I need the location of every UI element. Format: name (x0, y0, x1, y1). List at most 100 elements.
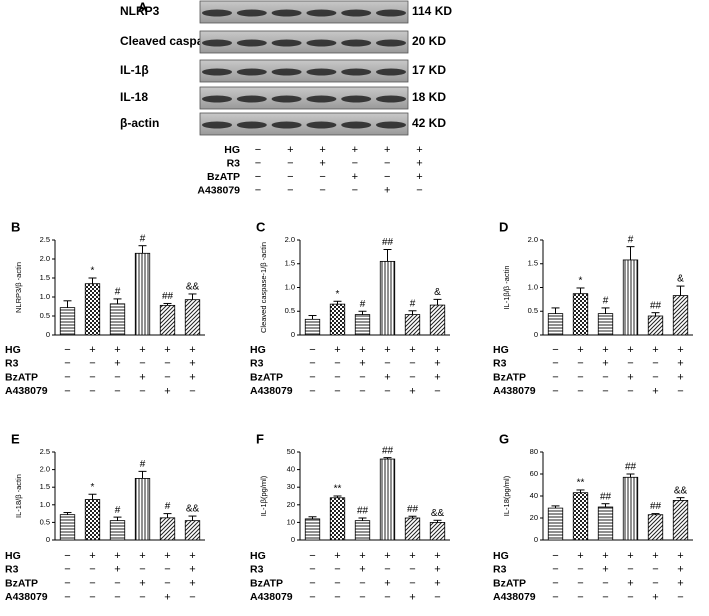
treatment-sign: − (139, 564, 145, 576)
significance-label: * (91, 482, 95, 493)
treatment-sign: − (139, 591, 145, 603)
y-tick-label: 60 (530, 469, 538, 478)
treatment-sign: − (602, 578, 608, 590)
y-tick-label: 0 (46, 535, 50, 544)
blot-band (341, 95, 372, 103)
treatment-sign: + (409, 385, 415, 397)
treatment-sign: − (552, 385, 558, 397)
bar (159, 304, 176, 336)
treatment-sign: + (434, 344, 440, 356)
y-tick-label: 2.0 (40, 254, 50, 263)
treatment-sign: − (189, 385, 195, 397)
treatment-sign: − (602, 385, 608, 397)
treatment-sign: − (287, 171, 293, 183)
bar (134, 252, 151, 336)
treatment-sign: − (552, 591, 558, 603)
treatment-sign: − (89, 385, 95, 397)
treatment-sign: + (164, 550, 170, 562)
y-tick-label: 10 (287, 517, 295, 526)
treatment-sign: + (627, 578, 633, 590)
blot-band (376, 39, 406, 47)
factor-label: HG (250, 550, 266, 562)
treatment-sign: − (64, 372, 70, 384)
bar (59, 307, 76, 336)
treatment-sign: + (319, 157, 325, 169)
treatment-sign: + (334, 550, 340, 562)
blot-band (236, 39, 267, 47)
treatment-sign: + (359, 358, 365, 370)
treatment-sign: − (89, 591, 95, 603)
protein-name: IL-1β (120, 63, 149, 77)
factor-label: A438079 (197, 184, 240, 196)
treatment-sign: − (319, 171, 325, 183)
factor-label: BzATP (5, 577, 38, 589)
treatment-sign: + (677, 372, 683, 384)
treatment-sign: + (287, 144, 293, 156)
factor-label: R3 (250, 564, 264, 576)
treatment-sign: − (627, 591, 633, 603)
blot-band (376, 95, 406, 103)
bar (429, 522, 446, 541)
molecular-weight: 20 KD (412, 34, 446, 48)
significance-label: # (628, 234, 634, 245)
treatment-sign: − (416, 184, 422, 196)
treatment-sign: − (409, 372, 415, 384)
treatment-sign: + (89, 550, 95, 562)
treatment-sign: − (677, 591, 683, 603)
blot-band (236, 68, 267, 76)
y-tick-label: 0 (291, 535, 295, 544)
significance-label: * (336, 289, 340, 300)
blot-band (376, 68, 406, 76)
y-tick-label: 1.0 (40, 500, 50, 509)
blot-band (202, 121, 232, 129)
significance-label: # (360, 299, 366, 310)
treatment-sign: + (409, 591, 415, 603)
treatment-sign: − (384, 171, 390, 183)
treatment-sign: − (255, 157, 261, 169)
treatment-sign: − (309, 578, 315, 590)
treatment-sign: − (409, 578, 415, 590)
y-tick-label: 40 (287, 465, 295, 474)
blot-band-strip (199, 86, 409, 110)
treatment-sign: − (359, 578, 365, 590)
bar (84, 283, 101, 336)
y-tick-label: 2.0 (40, 465, 50, 474)
blot-band (236, 9, 267, 17)
bar (547, 313, 564, 336)
factor-label: HG (5, 344, 21, 356)
significance-label: ## (650, 300, 662, 311)
panel-label: A (138, 0, 148, 14)
treatment-sign: + (677, 550, 683, 562)
treatment-sign: + (416, 157, 422, 169)
blot-band (271, 39, 302, 47)
bar (404, 314, 421, 336)
bar (329, 303, 346, 336)
significance-label: & (434, 287, 441, 298)
treatment-sign: − (577, 564, 583, 576)
treatment-sign: − (577, 385, 583, 397)
bar (354, 520, 371, 541)
bar (329, 497, 346, 541)
treatment-sign: − (89, 578, 95, 590)
treatment-sign: − (164, 358, 170, 370)
treatment-sign: + (164, 385, 170, 397)
treatment-sign: − (309, 385, 315, 397)
treatment-sign: − (89, 564, 95, 576)
significance-label: # (165, 501, 171, 512)
treatment-sign: − (384, 564, 390, 576)
blot-band (202, 68, 232, 76)
factor-label: A438079 (493, 385, 536, 397)
y-tick-label: 50 (287, 447, 295, 456)
treatment-sign: + (384, 184, 390, 196)
treatment-sign: − (309, 591, 315, 603)
significance-label: && (431, 508, 445, 519)
treatment-sign: − (552, 550, 558, 562)
treatment-sign: + (359, 550, 365, 562)
treatment-sign: + (602, 358, 608, 370)
treatment-sign: + (384, 578, 390, 590)
significance-label: ## (357, 506, 369, 517)
significance-label: && (186, 504, 200, 515)
blot-band-strip (199, 112, 409, 136)
treatment-sign: + (652, 550, 658, 562)
treatment-sign: − (552, 358, 558, 370)
